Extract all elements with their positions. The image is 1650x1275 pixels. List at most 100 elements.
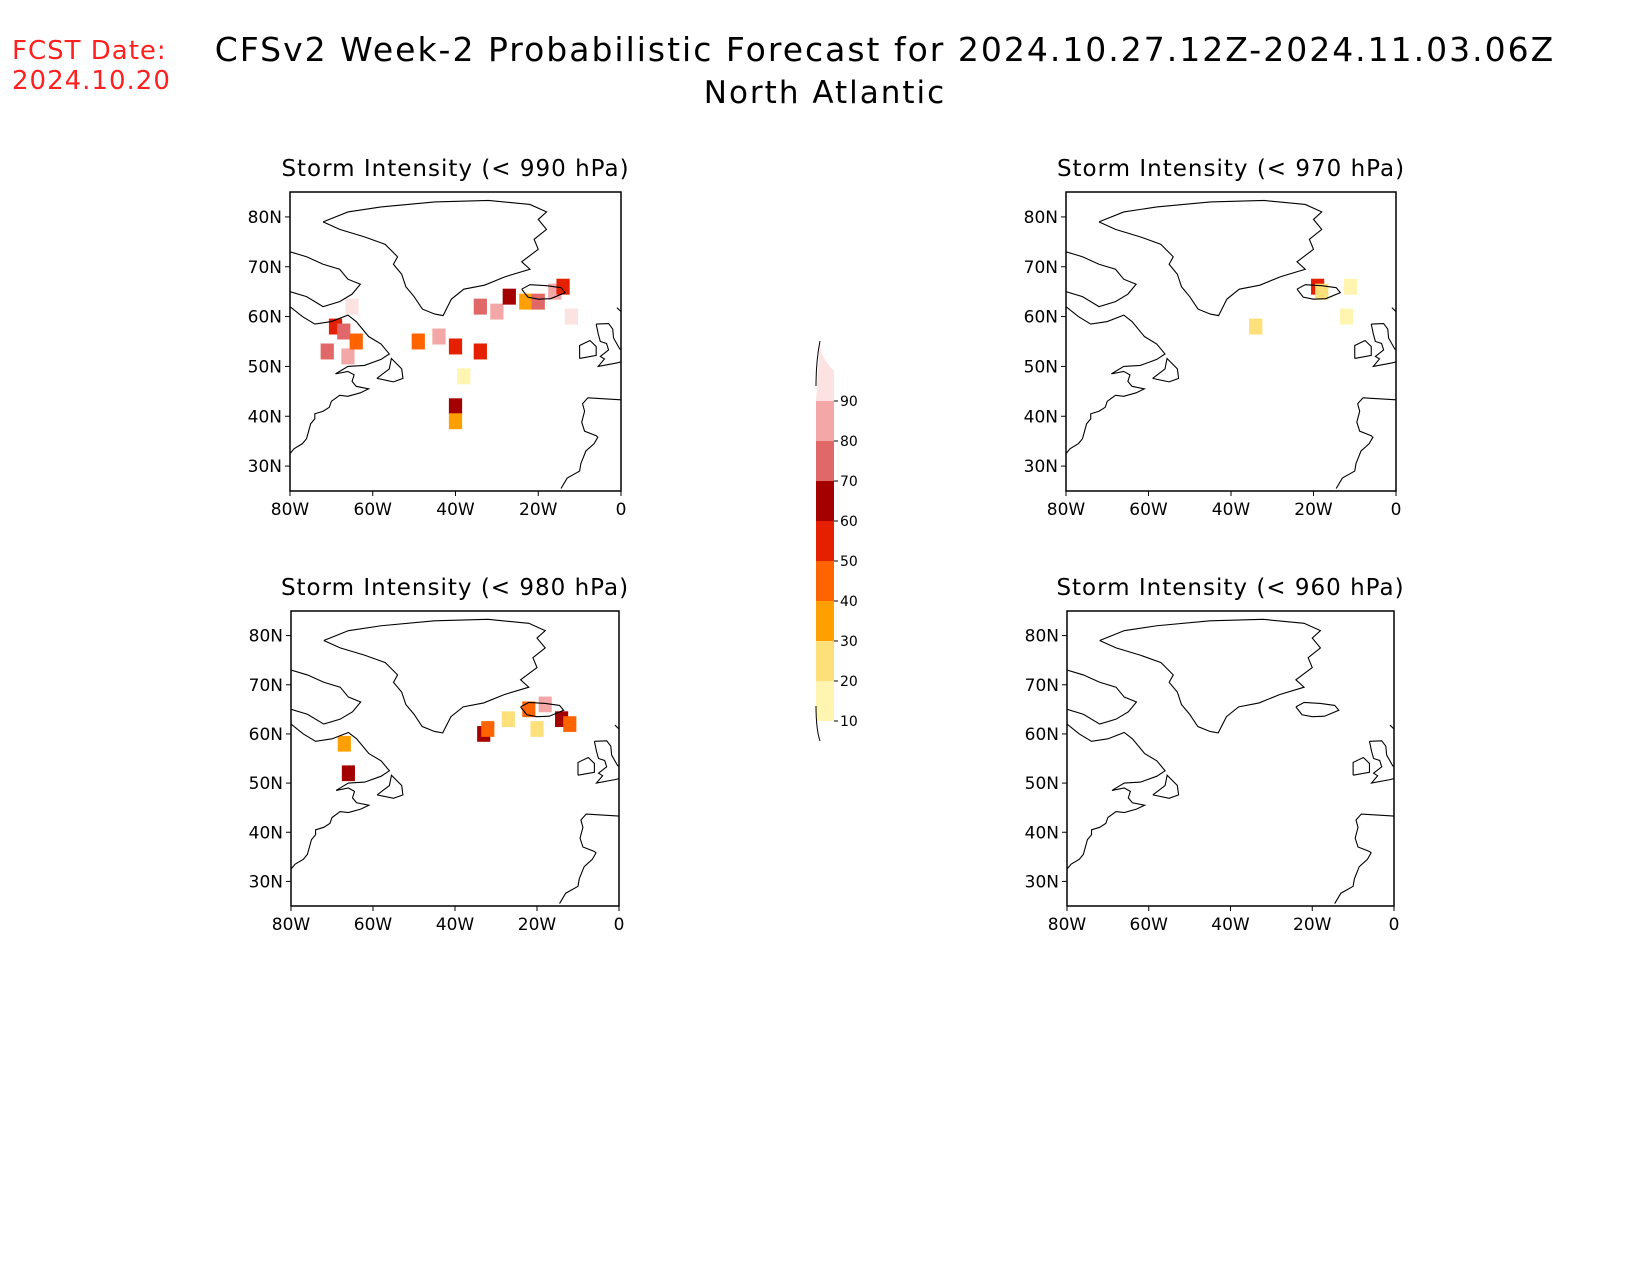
lon-tick-label: 80W bbox=[1047, 500, 1086, 520]
prob-cell bbox=[411, 333, 425, 350]
lat-tick-label: 40N bbox=[249, 823, 283, 843]
coastline bbox=[560, 397, 621, 489]
colorbar-label: 40 bbox=[840, 594, 858, 610]
coastline bbox=[1295, 701, 1340, 718]
prob-cell bbox=[502, 288, 516, 305]
lat-tick-label: 30N bbox=[248, 457, 282, 477]
lat-tick-label: 70N bbox=[1024, 258, 1058, 278]
lat-tick-label: 60N bbox=[1024, 308, 1058, 328]
lat-tick-label: 40N bbox=[1025, 823, 1059, 843]
coastline bbox=[1352, 756, 1371, 776]
panel-960: Storm Intensity (< 960 hPa) 80W 60W 40W 20W 0… bbox=[1025, 575, 1404, 935]
prob-cell bbox=[341, 765, 355, 782]
colorbar-swatch bbox=[816, 641, 834, 681]
lon-tick-label: 40W bbox=[436, 500, 475, 520]
fcst-date-label: FCST Date: bbox=[12, 36, 167, 66]
lat-tick-label: 60N bbox=[1025, 725, 1059, 745]
panel-970: Storm Intensity (< 970 hPa) 80W 60W 40W 20W 0… bbox=[1024, 156, 1405, 520]
page-subtitle: North Atlantic bbox=[703, 75, 947, 111]
colorbar-swatch bbox=[816, 521, 834, 561]
coastline bbox=[520, 701, 565, 718]
colorbar-swatch bbox=[816, 343, 834, 401]
coastline bbox=[595, 322, 621, 368]
coastline bbox=[1370, 322, 1396, 368]
prob-cell bbox=[457, 368, 471, 385]
coastline bbox=[376, 774, 404, 799]
coastline bbox=[1335, 397, 1396, 489]
lon-tick-label: 20W bbox=[518, 915, 557, 935]
lat-tick-label: 70N bbox=[1025, 676, 1059, 696]
colorbar: 10 20 30 40 50 60 70 80 90 bbox=[815, 340, 858, 742]
map-frame bbox=[1065, 191, 1397, 492]
colorbar-swatch bbox=[816, 481, 834, 521]
colorbar-label: 80 bbox=[840, 434, 858, 450]
coastline bbox=[323, 618, 547, 734]
prob-cell bbox=[448, 398, 463, 415]
lat-tick-label: 50N bbox=[248, 357, 282, 377]
lon-tick-label: 40W bbox=[1211, 915, 1250, 935]
lat-tick-label: 30N bbox=[1024, 457, 1058, 477]
lat-tick-label: 50N bbox=[1024, 357, 1058, 377]
lon-tick-label: 80W bbox=[1048, 915, 1087, 935]
colorbar-swatch bbox=[816, 601, 834, 641]
lat-tick-label: 70N bbox=[248, 258, 282, 278]
lon-tick-label: 20W bbox=[1293, 915, 1332, 935]
coastline bbox=[291, 723, 391, 870]
lon-tick-label: 60W bbox=[1129, 500, 1168, 520]
colorbar-label: 30 bbox=[840, 634, 858, 650]
panel-title: Storm Intensity (< 960 hPa) bbox=[1056, 575, 1404, 601]
lon-tick-label: 0 bbox=[616, 500, 627, 520]
lat-tick-label: 50N bbox=[249, 774, 283, 794]
prob-cell bbox=[1315, 283, 1329, 300]
coastline bbox=[1152, 774, 1180, 799]
lon-tick-label: 80W bbox=[272, 915, 311, 935]
prob-cell bbox=[519, 293, 533, 310]
colorbar-label: 90 bbox=[840, 394, 858, 410]
map-frame bbox=[290, 610, 620, 907]
panel-title: Storm Intensity (< 970 hPa) bbox=[1057, 156, 1405, 182]
lat-tick-label: 80N bbox=[249, 627, 283, 647]
coastline bbox=[1098, 199, 1323, 317]
prob-cell bbox=[341, 348, 355, 365]
prob-cell bbox=[531, 293, 545, 310]
prob-cell bbox=[556, 278, 570, 295]
lon-tick-label: 80W bbox=[271, 500, 310, 520]
prob-cell bbox=[473, 343, 487, 360]
prob-cell bbox=[1249, 318, 1263, 335]
coastline bbox=[1296, 284, 1342, 300]
prob-cell bbox=[563, 716, 577, 732]
lat-tick-label: 30N bbox=[249, 872, 283, 892]
lon-tick-label: 0 bbox=[1389, 915, 1400, 935]
coastline bbox=[1099, 618, 1322, 734]
coastline bbox=[1334, 813, 1394, 904]
lat-tick-label: 80N bbox=[248, 208, 282, 228]
fcst-date-block: FCST Date: 2024.10.20 bbox=[12, 36, 171, 96]
lon-tick-label: 20W bbox=[519, 500, 558, 520]
lon-tick-label: 60W bbox=[354, 500, 393, 520]
prob-cell bbox=[530, 721, 544, 737]
lat-tick-label: 30N bbox=[1025, 872, 1059, 892]
lat-tick-label: 80N bbox=[1024, 208, 1058, 228]
colorbar-swatch bbox=[816, 561, 834, 601]
lon-tick-label: 60W bbox=[354, 915, 393, 935]
prob-cell bbox=[337, 735, 351, 752]
coastline bbox=[579, 339, 597, 359]
prob-cell bbox=[349, 333, 363, 350]
lon-tick-label: 0 bbox=[1391, 500, 1402, 520]
colorbar-label: 20 bbox=[840, 674, 858, 690]
coastline bbox=[290, 251, 362, 308]
colorbar-label: 10 bbox=[840, 714, 858, 730]
prob-cell bbox=[1344, 278, 1358, 295]
prob-cell bbox=[345, 298, 359, 315]
coastline bbox=[1066, 251, 1138, 308]
coastline bbox=[1152, 357, 1180, 383]
coastline bbox=[593, 740, 619, 784]
prob-cell bbox=[501, 711, 515, 728]
lat-tick-label: 60N bbox=[248, 308, 282, 328]
lon-tick-label: 40W bbox=[1212, 500, 1251, 520]
lat-tick-label: 40N bbox=[248, 407, 282, 427]
colorbar-swatch bbox=[816, 441, 834, 481]
page-title-block: CFSv2 Week-2 Probabilistic Forecast for … bbox=[0, 30, 1650, 111]
lon-tick-label: 60W bbox=[1130, 915, 1169, 935]
